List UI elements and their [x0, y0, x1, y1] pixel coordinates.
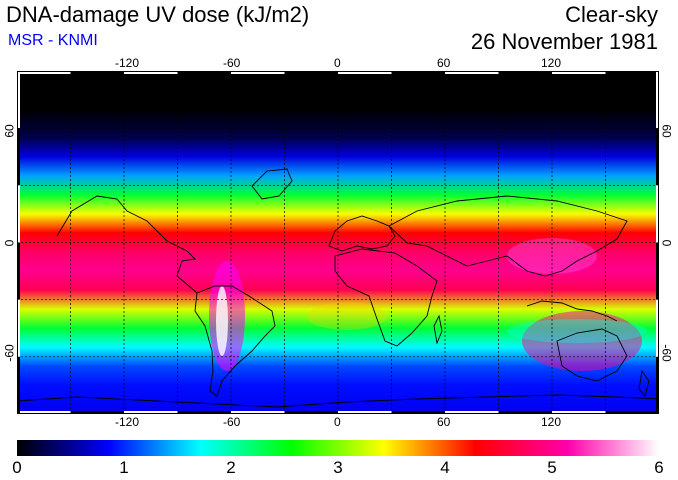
- border-tick-top: [17, 71, 71, 74]
- left-lat-label: 0: [2, 239, 17, 247]
- border-tick-top: [177, 71, 231, 74]
- border-tick-bottom: [284, 411, 338, 414]
- border-tick-top: [124, 71, 178, 74]
- bottom-lon-label: -120: [115, 415, 140, 429]
- border-tick-bottom: [124, 411, 178, 414]
- border-tick-bottom: [338, 411, 392, 414]
- border-tick-left: [17, 128, 20, 186]
- colorbar-tick-label: 5: [547, 458, 557, 477]
- map-border: [17, 71, 659, 414]
- border-tick-right: [656, 299, 659, 357]
- left-lat-label: -60: [2, 344, 17, 362]
- border-tick-bottom: [231, 411, 285, 414]
- border-tick-top: [70, 71, 124, 74]
- border-tick-top: [391, 71, 445, 74]
- coastline-europe: [328, 215, 396, 252]
- right-lat-label: 0: [659, 239, 674, 247]
- top-lon-label: -60: [223, 56, 241, 70]
- left-lat-label: 60: [2, 124, 17, 138]
- border-tick-left: [17, 299, 20, 357]
- border-tick-top: [445, 71, 499, 74]
- dose-lowspot-southern-ocean: [507, 319, 647, 343]
- colorbar-tick-label: 6: [654, 458, 664, 477]
- bottom-lon-label: 120: [541, 415, 562, 429]
- coastlines: [17, 168, 659, 408]
- colorbar-tick-label: 4: [440, 458, 450, 477]
- colorbar-tick-label: 0: [12, 458, 22, 477]
- dose-hotspot-andes-peak: [216, 286, 228, 356]
- border-tick-bottom: [177, 411, 231, 414]
- top-lon-label: 60: [437, 56, 451, 70]
- border-tick-bottom: [605, 411, 659, 414]
- coastline-africa: [334, 248, 438, 347]
- border-tick-bottom: [70, 411, 124, 414]
- uv-dose-map: [17, 71, 659, 414]
- map-title: DNA-damage UV dose (kJ/m2): [6, 2, 310, 27]
- coastline-new-zealand: [638, 369, 650, 397]
- coastline-asia: [388, 195, 628, 277]
- top-lon-label: 0: [334, 56, 341, 70]
- coastline-greenland: [251, 168, 293, 200]
- coastline-antarctica: [17, 394, 659, 408]
- right-lat-label: -60: [659, 344, 674, 362]
- bottom-lon-label: 60: [437, 415, 451, 429]
- coastline-north-america: [56, 195, 198, 294]
- border-tick-bottom: [552, 411, 606, 414]
- source-label: MSR - KNMI: [8, 32, 98, 49]
- map-border-ticks: [17, 71, 659, 414]
- border-tick-right: [656, 242, 659, 300]
- border-tick-top: [338, 71, 392, 74]
- top-lon-label: -120: [115, 56, 140, 70]
- right-lat-label: 60: [659, 124, 674, 138]
- colorbar-gradient: [17, 440, 659, 456]
- coastline-australia: [556, 328, 628, 382]
- border-tick-left: [17, 242, 20, 300]
- border-tick-right: [656, 71, 659, 129]
- coastline-south-america: [194, 285, 276, 397]
- sky-condition-label: Clear-sky: [565, 2, 658, 27]
- border-tick-right: [656, 185, 659, 243]
- top-lon-label: 120: [541, 56, 562, 70]
- bottom-lon-label: 0: [334, 415, 341, 429]
- border-tick-bottom: [391, 411, 445, 414]
- colorbar-tick-label: 2: [226, 458, 236, 477]
- border-tick-left: [17, 185, 20, 243]
- border-tick-left: [17, 356, 20, 414]
- coastline-indonesia: [526, 300, 618, 322]
- colorbar-tick-label: 1: [119, 458, 129, 477]
- dose-lowspot-atlantic: [307, 302, 387, 330]
- border-tick-top: [552, 71, 606, 74]
- colorbar-tick-label: 3: [333, 458, 343, 477]
- gridlines: [17, 71, 659, 414]
- border-tick-top: [284, 71, 338, 74]
- colorbar: [17, 440, 659, 456]
- border-tick-right: [656, 356, 659, 414]
- bottom-lon-label: -60: [223, 415, 241, 429]
- border-tick-bottom: [498, 411, 552, 414]
- border-tick-top: [605, 71, 659, 74]
- coastline-madagascar: [433, 314, 443, 345]
- border-tick-left: [17, 71, 20, 129]
- border-tick-top: [498, 71, 552, 74]
- border-tick-right: [656, 128, 659, 186]
- border-tick-top: [231, 71, 285, 74]
- border-tick-bottom: [17, 411, 71, 414]
- date-label: 26 November 1981: [470, 29, 658, 54]
- border-tick-bottom: [445, 411, 499, 414]
